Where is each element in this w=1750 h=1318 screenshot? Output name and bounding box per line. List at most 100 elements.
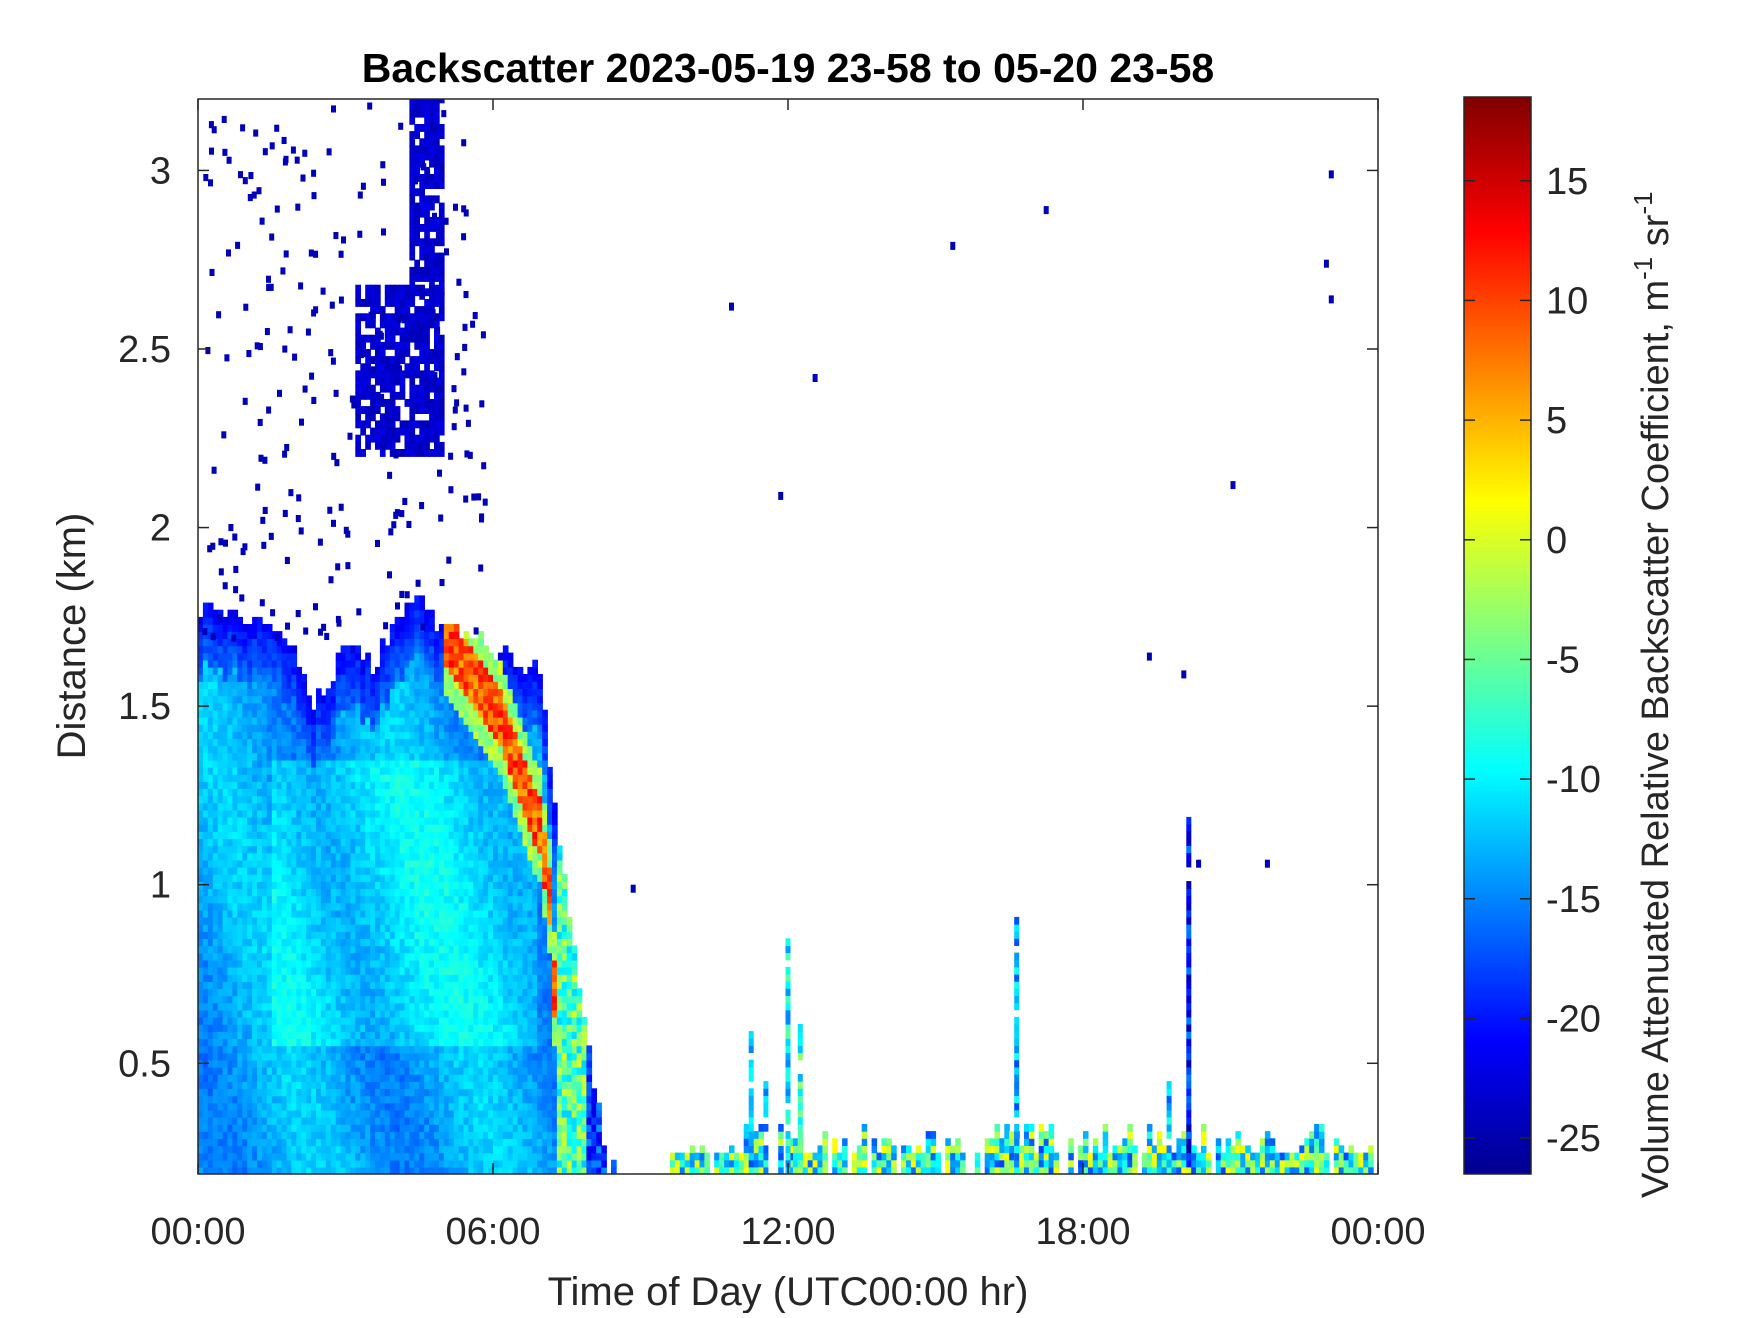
- heatmap-cell: [468, 909, 475, 918]
- heatmap-cell: [291, 838, 298, 847]
- heatmap-cell: [507, 995, 514, 1004]
- heatmap-cell: [252, 881, 258, 889]
- heatmap-cell: [463, 802, 470, 811]
- heatmap-cell: [237, 881, 243, 889]
- heatmap-cell: [222, 902, 229, 911]
- heatmap-cell: [257, 881, 263, 889]
- heatmap-cell: [493, 659, 499, 668]
- heatmap-cell: [281, 1095, 288, 1104]
- heatmap-cell: [252, 1052, 258, 1061]
- heatmap-cell: [261, 645, 268, 654]
- heatmap-cell: [375, 1124, 381, 1132]
- heatmap-cell: [345, 881, 352, 889]
- heatmap-cell: [414, 802, 420, 811]
- heatmap-cell: [434, 795, 440, 804]
- heatmap-cell: [468, 895, 475, 904]
- heatmap-cell: [394, 759, 401, 768]
- heatmap-cell: [281, 702, 288, 711]
- heatmap-cell: [202, 766, 209, 775]
- heatmap-cell: [414, 988, 420, 997]
- heatmap-cell: [502, 1088, 509, 1097]
- heatmap-cell: [365, 881, 371, 889]
- heatmap-cell: [212, 874, 219, 882]
- heatmap-cell: [202, 874, 209, 882]
- heatmap-cell: [483, 974, 489, 982]
- heatmap-cell: [345, 645, 352, 654]
- heatmap-cell: [488, 845, 494, 854]
- heatmap-cell: [198, 1138, 204, 1147]
- heatmap-cell: [365, 866, 371, 875]
- heatmap-cell: [291, 745, 298, 754]
- heatmap-cell: [404, 645, 411, 654]
- heatmap-cell: [222, 974, 229, 982]
- heatmap-cell: [266, 674, 273, 682]
- heatmap-cell: [276, 909, 283, 918]
- heatmap-cell: [409, 824, 416, 832]
- heatmap-cell: [463, 988, 470, 997]
- heatmap-cell: [311, 988, 317, 997]
- heatmap-cell: [316, 952, 322, 961]
- heatmap-cell: [443, 1059, 450, 1068]
- heatmap-cell: [448, 774, 455, 782]
- heatmap-cell: [458, 702, 465, 711]
- heatmap-cell: [399, 616, 406, 625]
- heatmap-cell: [320, 1095, 327, 1104]
- heatmap-cell: [330, 959, 337, 968]
- heatmap-cell: [512, 1024, 519, 1032]
- heatmap-cell: [434, 1081, 440, 1089]
- heatmap-cell: [424, 1124, 430, 1132]
- heatmap-cell: [266, 809, 273, 818]
- heatmap-cell: [453, 831, 460, 839]
- heatmap-cell: [350, 831, 357, 839]
- heatmap-cell: [198, 945, 204, 954]
- heatmap-cell: [375, 1024, 381, 1032]
- heatmap-cell: [379, 981, 386, 989]
- heatmap-cell: [424, 1081, 430, 1089]
- heatmap-cell: [453, 674, 460, 682]
- heatmap-cell: [448, 688, 455, 697]
- heatmap-cell: [222, 995, 229, 1004]
- heatmap-cell: [242, 702, 248, 711]
- heatmap-cell: [227, 1152, 234, 1161]
- heatmap-cell: [242, 1095, 248, 1104]
- heatmap-cell: [325, 724, 332, 732]
- heatmap-cell: [207, 752, 214, 761]
- heatmap-cell: [468, 1038, 475, 1047]
- heatmap-cell: [453, 895, 460, 904]
- heatmap-cell: [409, 1138, 416, 1147]
- heatmap-cell: [463, 995, 470, 1004]
- heatmap-cell: [463, 902, 470, 911]
- heatmap-cell: [335, 1102, 342, 1111]
- heatmap-cell: [370, 1109, 376, 1118]
- heatmap-cell: [316, 1052, 322, 1061]
- heatmap-cell: [438, 1109, 445, 1118]
- heatmap-cell: [379, 959, 386, 968]
- heatmap-cell: [365, 1074, 371, 1082]
- heatmap-cell: [335, 709, 342, 718]
- heatmap-cell: [360, 774, 366, 782]
- heatmap-cell: [320, 724, 327, 732]
- heatmap-cell: [488, 738, 494, 747]
- heatmap-cell: [375, 752, 381, 761]
- heatmap-cell: [384, 988, 391, 997]
- heatmap-cell: [379, 895, 386, 904]
- heatmap-cell: [227, 1159, 234, 1168]
- heatmap-cell: [345, 831, 352, 839]
- heatmap-cell: [212, 616, 219, 625]
- heatmap-cell: [296, 845, 302, 854]
- heatmap-cell: [370, 695, 376, 704]
- heatmap-cell: [468, 902, 475, 911]
- heatmap-cell: [311, 1145, 317, 1154]
- heatmap-cell: [237, 809, 243, 818]
- heatmap-cell: [291, 702, 298, 711]
- heatmap-cell: [502, 1152, 509, 1161]
- heatmap-cell: [247, 1166, 253, 1174]
- heatmap-cell: [453, 752, 460, 761]
- heatmap-cell: [301, 781, 307, 789]
- heatmap-cell: [296, 1059, 302, 1068]
- heatmap-cell: [399, 988, 406, 997]
- heatmap-cell: [242, 1088, 248, 1097]
- heatmap-cell: [335, 959, 342, 968]
- heatmap-cell: [458, 952, 465, 961]
- heatmap-cell: [389, 1088, 396, 1097]
